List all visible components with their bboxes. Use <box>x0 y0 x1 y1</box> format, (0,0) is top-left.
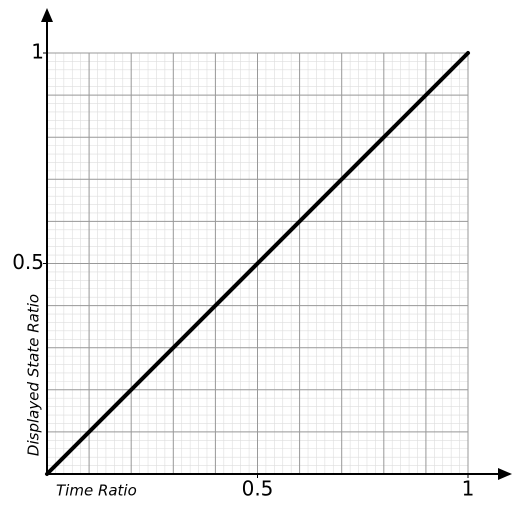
y-tick-label: 1 <box>31 40 44 64</box>
grid <box>46 52 469 475</box>
series-line <box>45 51 470 476</box>
x-axis-label: Time Ratio <box>56 482 137 500</box>
y-axis-label: Displayed State Ratio <box>25 294 43 456</box>
x-tick-label: 1 <box>462 477 475 501</box>
marks <box>45 51 470 476</box>
x-tick-label: 0.5 <box>242 477 274 501</box>
y-tick-label: 0.5 <box>12 250 44 274</box>
x-axis-arrow <box>498 468 512 480</box>
y-axis-arrow <box>41 8 53 22</box>
